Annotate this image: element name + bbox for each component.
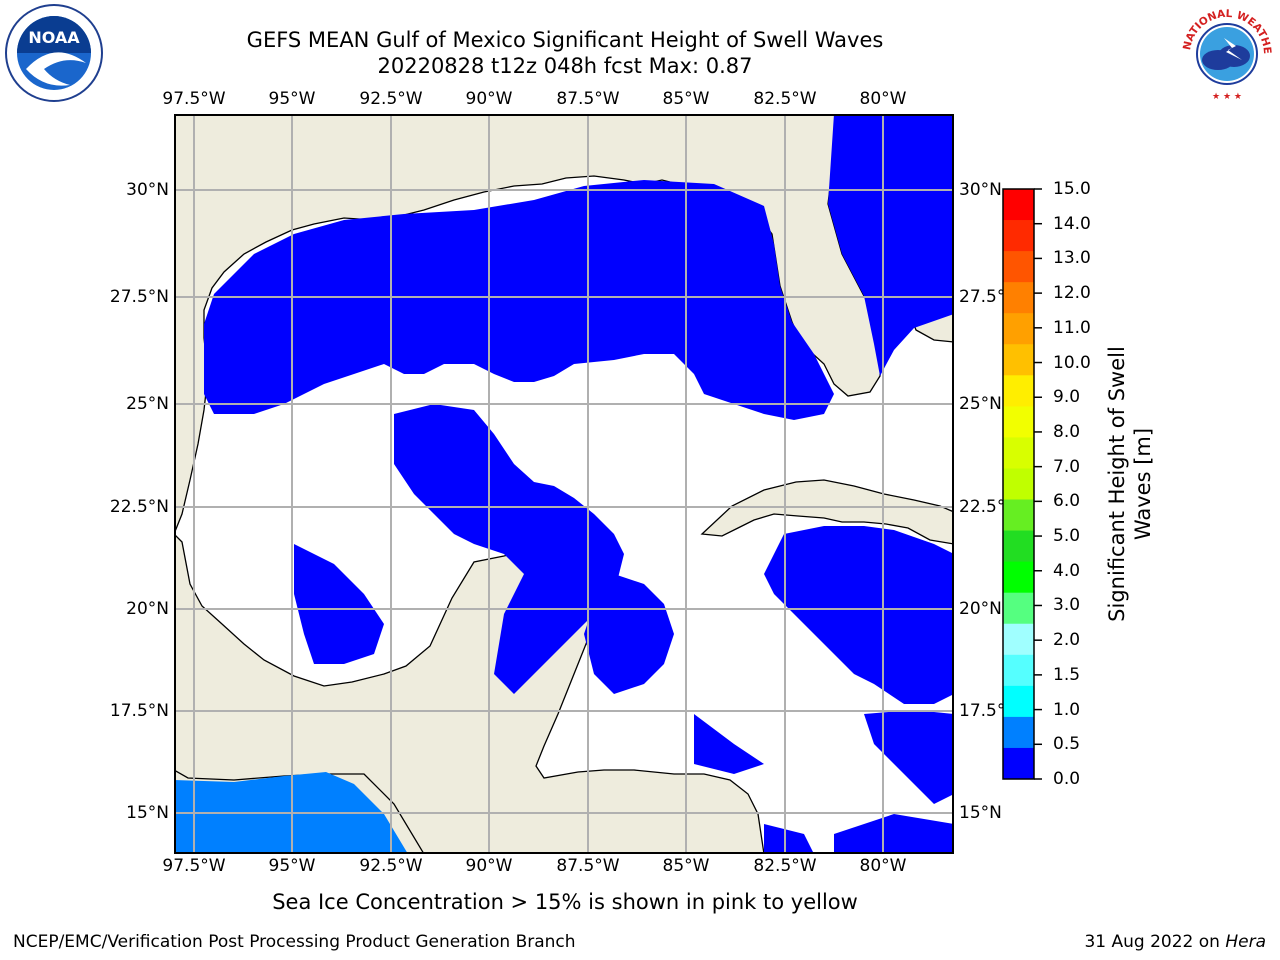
noaa-logo: NOAA xyxy=(4,3,104,107)
colorbar-tick-label: 0.5 xyxy=(1053,734,1081,755)
colorbar-band xyxy=(1003,220,1034,252)
lat-label-left: 22.5°N xyxy=(109,497,169,517)
graticule xyxy=(174,114,954,854)
colorbar-band xyxy=(1003,189,1034,221)
lat-label-left: 27.5°N xyxy=(109,287,169,307)
lon-label-top: 80°W xyxy=(859,89,907,109)
lon-label-top: 95°W xyxy=(268,89,316,109)
svg-text:NOAA: NOAA xyxy=(28,28,80,47)
colorbar-band xyxy=(1003,344,1034,376)
credit-text: NCEP/EMC/Verification Post Processing Pr… xyxy=(13,932,576,952)
swell-region-far-south-east xyxy=(834,814,954,854)
swell-region-caribbean xyxy=(764,526,954,704)
swell-region-bay xyxy=(294,544,384,664)
colorbar-band xyxy=(1003,406,1034,438)
lat-label-right: 30°N xyxy=(959,180,1002,200)
lon-label-bottom: 95°W xyxy=(268,856,316,876)
swell-region-south xyxy=(694,714,764,774)
colorbar-tick-label: 0.0 xyxy=(1053,769,1081,789)
lon-label-top: 97.5°W xyxy=(162,89,226,109)
colorbar-tick-label: 6.0 xyxy=(1053,491,1081,512)
lon-label-bottom: 92.5°W xyxy=(359,856,423,876)
nws-logo: NATIONAL WEATHER SERVICE ★ ★ ★ xyxy=(1172,0,1278,106)
colorbar-tick-label: 4.0 xyxy=(1053,560,1081,581)
swell-0-0.5m-field xyxy=(204,114,954,854)
lat-label-left: 30°N xyxy=(126,180,169,200)
lat-label-left: 15°N xyxy=(126,803,169,823)
svg-text:★ ★ ★: ★ ★ ★ xyxy=(1212,92,1242,102)
colorbar-tick-label: 2.0 xyxy=(1053,630,1081,651)
chart-subtitle: 20220828 t12z 048h fcst Max: 0.87 xyxy=(377,54,753,78)
lat-label-left: 17.5°N xyxy=(109,701,169,721)
colorbar-tick-label: 5.0 xyxy=(1053,526,1081,547)
colorbar-label: Significant Height of Swell Waves [m] xyxy=(1105,346,1155,622)
colorbar-band xyxy=(1003,654,1034,687)
swell-region-north-gulf xyxy=(204,180,834,420)
lon-label-top: 92.5°W xyxy=(359,89,423,109)
colorbar-tick-label: 7.0 xyxy=(1053,456,1081,477)
colorbar-tick-label: 8.0 xyxy=(1053,421,1081,442)
map-frame xyxy=(174,114,954,854)
colorbar xyxy=(1002,188,1042,780)
colorbar-tick-label: 3.0 xyxy=(1053,595,1081,616)
chart-title: GEFS MEAN Gulf of Mexico Significant Hei… xyxy=(246,28,884,52)
swell-region-central-gulf xyxy=(394,404,624,694)
lat-label-left: 25°N xyxy=(126,394,169,414)
gulf-of-mexico-map xyxy=(174,114,954,854)
lon-label-bottom: 85°W xyxy=(662,856,710,876)
lat-label-right: 15°N xyxy=(959,803,1002,823)
swell-region-east xyxy=(828,114,954,376)
sea-ice-note: Sea Ice Concentration > 15% is shown in … xyxy=(272,890,858,914)
colorbar-band xyxy=(1003,747,1034,780)
colorbar-band xyxy=(1003,468,1034,501)
date-stamp: 31 Aug 2022 on Hera xyxy=(1084,932,1266,952)
swell-region-yucatan xyxy=(584,574,674,694)
colorbar-band xyxy=(1003,499,1034,532)
colorbar-tick-label: 9.0 xyxy=(1053,387,1081,408)
lat-label-right: 25°N xyxy=(959,394,1002,414)
colorbar-tick-label: 1.5 xyxy=(1053,664,1081,685)
colorbar-band xyxy=(1003,561,1034,594)
date-text: 31 Aug 2022 on xyxy=(1084,932,1220,952)
colorbar-band xyxy=(1003,685,1034,718)
colorbar-band xyxy=(1003,282,1034,314)
colorbar-band xyxy=(1003,375,1034,407)
lon-label-bottom: 80°W xyxy=(859,856,907,876)
lon-label-top: 87.5°W xyxy=(556,89,620,109)
lon-label-top: 85°W xyxy=(662,89,710,109)
lon-label-bottom: 90°W xyxy=(465,856,513,876)
colorbar-tick-label: 10.0 xyxy=(1053,352,1091,373)
colorbar-band xyxy=(1003,251,1034,283)
colorbar-band xyxy=(1003,437,1034,469)
colorbar-tick-label: 13.0 xyxy=(1053,248,1091,269)
colorbar-tick-label: 12.0 xyxy=(1053,283,1091,304)
lon-label-bottom: 97.5°W xyxy=(162,856,226,876)
colorbar-tick-label: 14.0 xyxy=(1053,213,1091,234)
swell-region-southeast xyxy=(864,710,954,804)
lat-label-right: 20°N xyxy=(959,599,1002,619)
lon-label-top: 82.5°W xyxy=(753,89,817,109)
lon-label-top: 90°W xyxy=(465,89,513,109)
colorbar-band xyxy=(1003,313,1034,345)
colorbar-band xyxy=(1003,716,1034,749)
colorbar-band xyxy=(1003,623,1034,656)
colorbar-tick-label: 11.0 xyxy=(1053,317,1091,338)
lon-label-bottom: 82.5°W xyxy=(753,856,817,876)
lat-label-left: 20°N xyxy=(126,599,169,619)
swell-region-far-south xyxy=(764,824,814,854)
cuba-land xyxy=(700,479,954,545)
colorbar-tick-label: 15.0 xyxy=(1053,179,1091,199)
colorbar-band xyxy=(1003,592,1034,625)
colorbar-tick-label: 1.0 xyxy=(1053,699,1081,720)
colorbar-band xyxy=(1003,530,1034,563)
lon-label-bottom: 87.5°W xyxy=(556,856,620,876)
machine-name: Hera xyxy=(1225,932,1266,952)
